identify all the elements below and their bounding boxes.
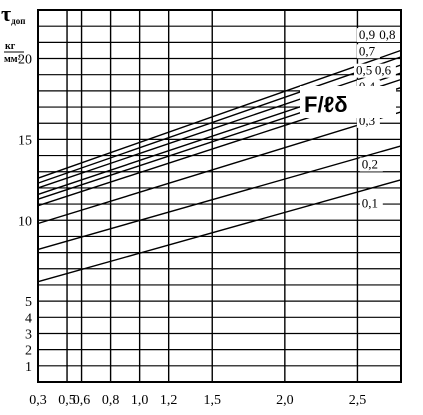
unit-denominator: мм² [4,54,21,65]
x-axis-tick-labels: 0,3 0,50,6 0,8 1,0 1,2 1,5 2,0 2,5 [29,393,366,408]
x-tick-label: 2,0 [276,393,294,408]
unit-numerator: кг [5,41,16,52]
x-tick-label: 0,5 [58,393,76,408]
x-tick-label: 1,0 [131,393,149,408]
series-label-bg [377,28,401,43]
series-label-bg [353,63,377,78]
series-lines [37,49,402,283]
series-line [37,111,402,225]
series-label-bg [359,196,383,211]
x-tick-label: 0,3 [29,393,47,408]
series-line [37,145,402,251]
y-tick-label: 20 [18,53,32,68]
y-tick-label: 10 [18,214,32,229]
series-label-bg [356,28,380,43]
series-label: 0,7 [359,43,376,58]
x-tick-label: 0,6 [73,393,91,408]
y-axis-label: τдоп [1,1,25,26]
series-line [37,179,402,283]
param-label-background [300,86,396,118]
series-label: 0,5 [356,63,372,78]
y-tick-label: 3 [25,327,32,342]
series-label: 0,1 [362,195,378,210]
y-axis-symbol: τ [1,1,11,26]
y-axis-tick-labels: 12 345 10 15 20 [18,53,32,375]
y-tick-label: 4 [25,311,32,326]
x-tick-label: 0,8 [102,393,120,408]
series-label: 0,9 [359,27,375,42]
series-line [37,56,402,184]
plot-frame [37,9,402,383]
series-label: 0,6 [375,63,392,78]
series-label: 0,8 [379,27,395,42]
series-label-bg [359,157,383,172]
parameter-label: F/ℓδ [304,92,348,117]
series-label: 0,2 [362,157,378,172]
series-line [37,49,402,179]
x-tick-label: 1,2 [160,393,178,408]
series-line [37,64,402,189]
y-tick-label: 2 [25,344,32,359]
series-label-bg [372,63,396,78]
x-tick-label: 1,5 [203,393,221,408]
x-tick-label: 2,5 [349,393,367,408]
y-axis-subscript: доп [11,16,25,26]
y-tick-label: 1 [25,360,32,375]
y-tick-label: 5 [25,295,32,310]
series-label-bg [356,44,380,59]
y-tick-label: 15 [18,133,32,148]
grid [37,10,401,382]
